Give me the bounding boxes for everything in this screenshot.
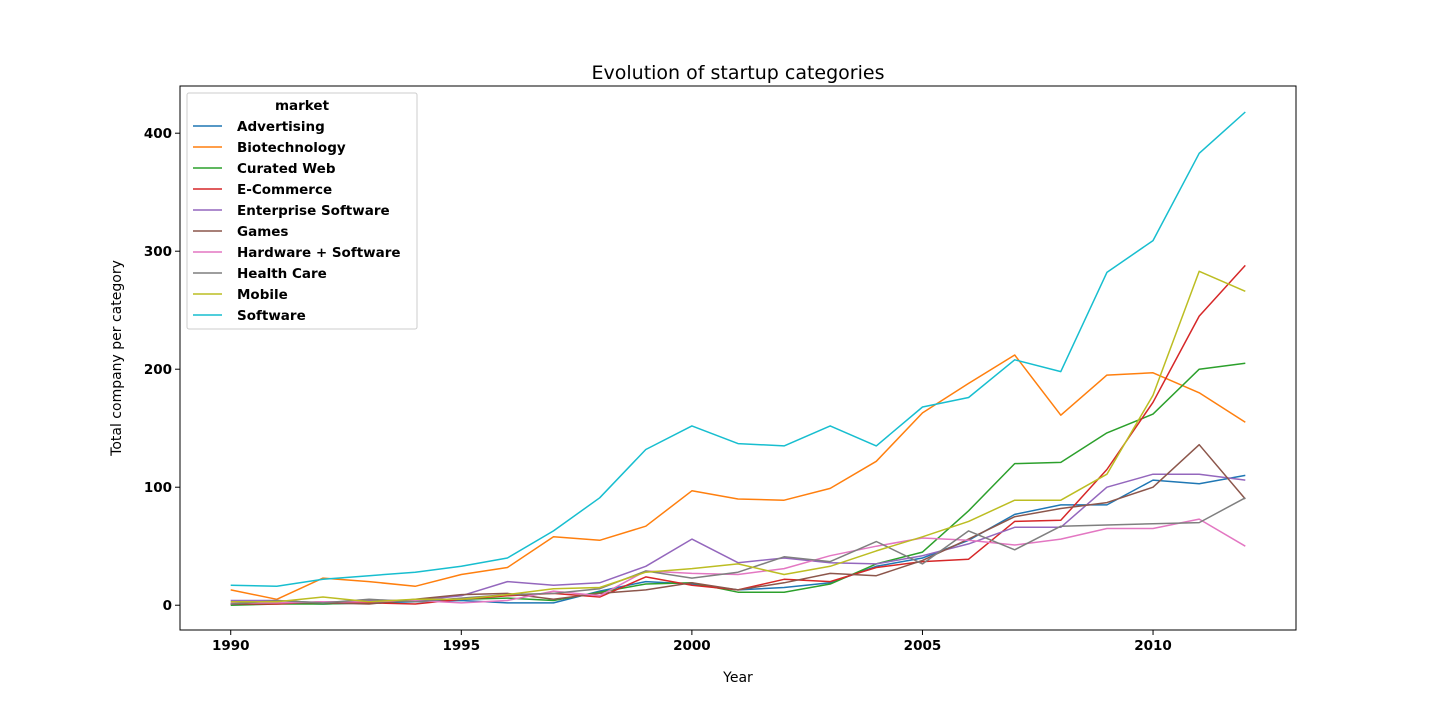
legend-items: Advertising Biotechnology Curated Web E-Com…	[193, 119, 401, 324]
series-layer	[230, 111, 1246, 606]
series-line-advertising	[230, 474, 1246, 605]
series-line-biotechnology	[230, 354, 1246, 601]
x-axis: 1990 1995 2000 2005 2010	[212, 630, 1172, 654]
legend-label-health-care: Health Care	[237, 266, 327, 282]
x-tick-label: 1995	[443, 638, 481, 654]
series-line-health-care	[230, 497, 1246, 605]
series-line-mobile	[230, 270, 1246, 603]
y-tick-label: 400	[144, 126, 172, 142]
legend-box	[186, 92, 418, 330]
y-tick-label: 200	[144, 362, 172, 378]
legend-label-curated-web: Curated Web	[237, 161, 336, 177]
x-axis-label: Year	[722, 670, 753, 686]
series-line-games	[230, 443, 1246, 605]
plot-area	[179, 85, 1297, 631]
y-tick-label: 0	[163, 598, 172, 614]
legend-label-e-commerce: E-Commerce	[237, 182, 332, 198]
chart-title: Evolution of startup categories	[592, 62, 885, 84]
legend-label-biotechnology: Biotechnology	[237, 140, 346, 156]
y-tick-label: 300	[144, 244, 172, 260]
y-axis: 0 100 200 300 400	[144, 126, 180, 614]
legend-label-software: Software	[237, 308, 306, 324]
x-tick-label: 1990	[212, 638, 250, 654]
series-line-software	[230, 111, 1246, 588]
legend-label-games: Games	[237, 224, 288, 240]
legend-label-advertising: Advertising	[237, 119, 325, 135]
legend-label-hardware-software: Hardware + Software	[237, 245, 401, 261]
legend-label-mobile: Mobile	[237, 287, 288, 303]
legend-title: market	[275, 98, 330, 114]
x-tick-label: 2005	[904, 638, 942, 654]
legend-label-enterprise-software: Enterprise Software	[237, 203, 390, 219]
legend: market Advertising Biotechnology Curated W…	[186, 92, 418, 330]
x-tick-label: 2000	[673, 638, 711, 654]
y-tick-label: 100	[144, 480, 172, 496]
y-axis-label: Total company per category	[109, 260, 125, 457]
x-tick-label: 2010	[1134, 638, 1172, 654]
